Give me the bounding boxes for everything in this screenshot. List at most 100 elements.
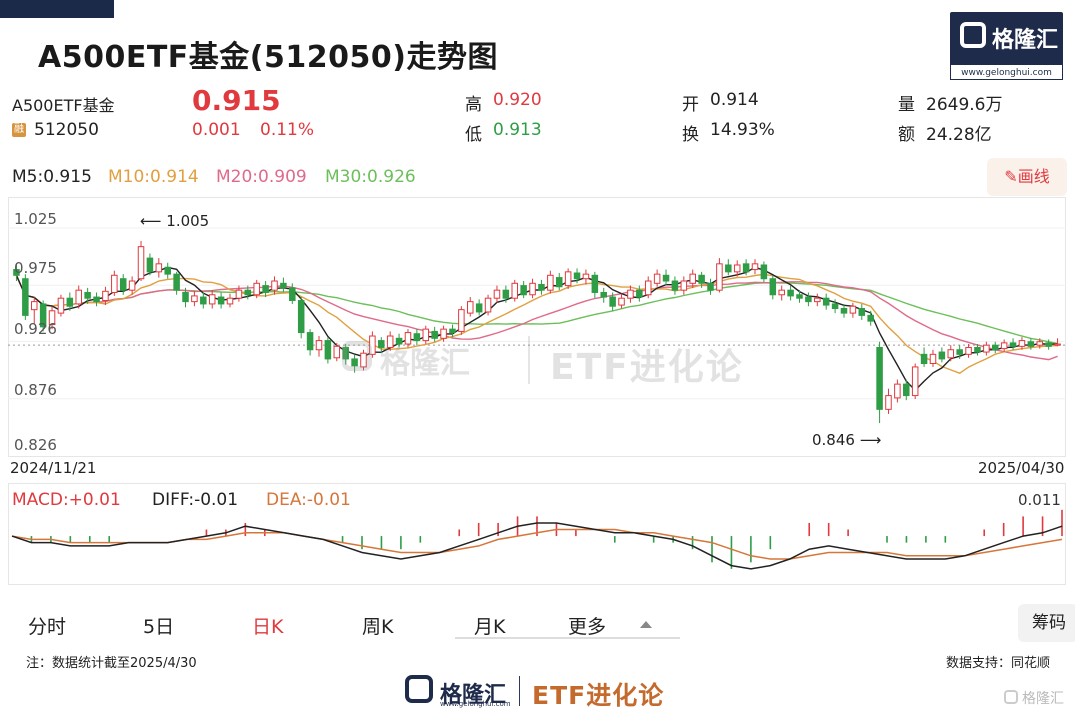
- chip-distribution-button[interactable]: 筹码: [1018, 604, 1075, 642]
- candle-body: [947, 349, 955, 359]
- footer-divider: [519, 676, 520, 706]
- open-value: 0.914: [710, 90, 759, 110]
- price-change: 0.001: [192, 120, 241, 140]
- macd-label: MACD:+0.01: [12, 490, 121, 510]
- tab-5day[interactable]: 5日: [143, 616, 175, 638]
- candle-body: [422, 328, 430, 342]
- candle-body: [591, 274, 599, 293]
- candle-body: [529, 282, 536, 296]
- candle-body: [1009, 342, 1017, 347]
- candle-body: [814, 297, 821, 303]
- candle-body: [742, 263, 750, 273]
- draw-line-label: 画线: [1017, 167, 1050, 186]
- candle-body: [778, 289, 785, 296]
- volume-label: 量: [898, 95, 915, 115]
- logo-text: 格隆汇: [992, 28, 1059, 53]
- tab-daily-k[interactable]: 日K: [252, 616, 284, 638]
- candle-body: [831, 303, 839, 310]
- amount-label: 额: [898, 125, 915, 145]
- logo-url: www.gelonghui.com: [950, 64, 1063, 80]
- candle-body: [653, 273, 661, 284]
- candle-body: [386, 335, 394, 348]
- x-end-date: 2025/04/30: [978, 459, 1065, 477]
- footer-g-icon: [405, 675, 433, 703]
- candle-body: [911, 366, 919, 397]
- ma20-legend: M20:0.909: [216, 167, 307, 187]
- footer-logo: 格隆汇: [440, 683, 507, 708]
- candle-body: [449, 328, 456, 334]
- candle-body: [938, 351, 946, 360]
- tab-monthly-k[interactable]: 月K: [474, 616, 506, 638]
- tab-intraday[interactable]: 分时: [28, 616, 67, 638]
- low-annotation: 0.846 ⟶: [812, 431, 881, 449]
- tab-weekly-k[interactable]: 周K: [362, 616, 394, 638]
- candle-body: [983, 344, 990, 353]
- candle-body: [929, 353, 937, 365]
- candle-body: [725, 264, 732, 273]
- candle-body: [627, 289, 634, 299]
- watermark-brand: ETF进化论: [550, 347, 744, 388]
- ma10-legend: M10:0.914: [108, 167, 199, 187]
- candle-body: [520, 285, 527, 296]
- high-value: 0.920: [493, 90, 542, 110]
- candle-body: [333, 345, 341, 359]
- data-source: 数据支持：同花顺: [946, 656, 1051, 671]
- candle-body: [30, 301, 38, 311]
- candle-body: [1000, 342, 1008, 350]
- candle-body: [707, 282, 714, 291]
- candle-body: [1054, 343, 1061, 346]
- y-tick-4: 0.876: [14, 381, 57, 399]
- ma-line-m5: [15, 266, 1058, 392]
- candle-body: [796, 294, 803, 299]
- kline-chart-frame: [8, 197, 1066, 457]
- macd-chart-frame: [8, 483, 1066, 585]
- candle-body: [208, 294, 216, 305]
- candle-body: [111, 274, 118, 293]
- high-label: 高: [465, 95, 482, 115]
- candle-body: [662, 274, 670, 282]
- amount-value: 24.28亿: [926, 125, 992, 145]
- y-tick-3: 0.926: [14, 320, 57, 338]
- arrow-left-icon: ⟵: [140, 212, 167, 230]
- candle-body: [600, 291, 607, 298]
- candle-body: [903, 383, 910, 397]
- draw-line-button[interactable]: ✎画线: [987, 158, 1067, 196]
- candle-body: [200, 296, 207, 305]
- candle-body: [475, 303, 483, 313]
- tab-more[interactable]: 更多: [568, 616, 607, 638]
- stock-code: 512050: [34, 120, 99, 140]
- footer-logo-url: www.gelonghui.com: [440, 700, 511, 708]
- watermark-g-icon: [342, 341, 372, 371]
- stock-name: A500ETF基金: [12, 96, 115, 115]
- candle-body: [760, 264, 768, 280]
- candle-body: [894, 383, 901, 399]
- candle-body: [235, 289, 243, 299]
- diff-label: DIFF:-0.01: [152, 490, 239, 510]
- candle-body: [671, 280, 679, 291]
- candle-body: [351, 358, 358, 367]
- candle-body: [297, 299, 305, 334]
- dea-label: DEA:-0.01: [266, 490, 351, 510]
- candle-body: [182, 291, 189, 303]
- candle-body: [787, 289, 794, 297]
- candle-body: [217, 296, 225, 305]
- diff-line: [11, 522, 1063, 570]
- turnover-value: 14.93%: [710, 120, 775, 140]
- high-annotation: ⟵ 1.005: [140, 212, 209, 230]
- candle-body: [360, 352, 367, 368]
- watermark-divider: [528, 336, 530, 384]
- triangle-up-icon[interactable]: [640, 621, 652, 628]
- footer-brand: ETF进化论: [532, 681, 665, 710]
- candle-body: [805, 296, 812, 303]
- high-annotation-value: 1.005: [166, 212, 210, 230]
- candle-body: [137, 246, 145, 280]
- candle-body: [564, 271, 572, 287]
- candle-body: [146, 257, 154, 273]
- candle-body: [867, 314, 874, 322]
- candle-body: [636, 289, 643, 298]
- candle-body: [974, 346, 981, 353]
- candle-body: [502, 289, 510, 299]
- logo-g-icon: [960, 22, 986, 48]
- candle-body: [191, 295, 198, 303]
- last-price: 0.915: [192, 84, 281, 117]
